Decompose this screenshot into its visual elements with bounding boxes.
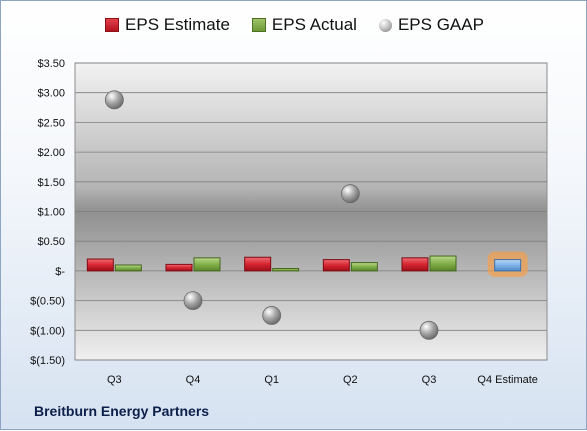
- estimate-bar: [86, 258, 114, 272]
- gaap-point: [419, 320, 439, 340]
- chart-legend: EPS Estimate EPS Actual EPS GAAP: [1, 15, 587, 35]
- company-name: Breitburn Energy Partners: [34, 403, 210, 419]
- x-tick-label: Q4: [186, 374, 201, 386]
- estimate-bar: [322, 259, 350, 272]
- gaap-point: [340, 184, 360, 204]
- estimate-bar: [244, 256, 272, 272]
- actual-bar: [272, 268, 300, 272]
- y-tick-label: $1.00: [37, 207, 65, 219]
- y-tick-label: $3.50: [37, 58, 65, 70]
- y-tick-label: $2.50: [37, 117, 65, 129]
- y-tick-label: $(1.00): [30, 325, 65, 337]
- legend-label-estimate: EPS Estimate: [125, 15, 230, 34]
- y-tick-label: $-: [55, 266, 65, 278]
- actual-bar: [429, 255, 457, 272]
- gaap-point: [104, 90, 124, 110]
- estimate-swatch-icon: [105, 18, 120, 32]
- legend-item-gaap: EPS GAAP: [378, 15, 484, 35]
- legend-label-actual: EPS Actual: [271, 15, 357, 34]
- estimate-bar: [494, 259, 522, 272]
- estimate-bar: [165, 263, 193, 272]
- y-tick-label: $0.50: [37, 236, 65, 248]
- x-tick-label: Q3: [107, 374, 122, 386]
- y-tick-label: $(1.50): [30, 355, 65, 367]
- actual-bar: [193, 257, 221, 272]
- gaap-swatch-icon: [378, 18, 392, 32]
- x-tick-label: Q1: [264, 374, 279, 386]
- actual-bar: [114, 264, 142, 272]
- x-tick-label: Q4 Estimate: [477, 374, 538, 386]
- legend-item-actual: EPS Actual: [251, 15, 357, 35]
- actual-swatch-icon: [251, 18, 266, 32]
- legend-item-estimate: EPS Estimate: [105, 15, 230, 35]
- legend-label-gaap: EPS GAAP: [397, 15, 484, 34]
- estimate-bar: [401, 257, 429, 272]
- gaap-point: [183, 291, 203, 311]
- y-tick-label: $2.00: [37, 147, 65, 159]
- y-tick-label: $3.00: [37, 88, 65, 100]
- x-tick-label: Q3: [422, 374, 437, 386]
- actual-bar: [350, 262, 378, 272]
- gaap-point: [262, 306, 282, 325]
- x-tick-label: Q2: [343, 374, 358, 386]
- y-tick-label: $(0.50): [30, 296, 65, 308]
- y-tick-label: $1.50: [37, 177, 65, 189]
